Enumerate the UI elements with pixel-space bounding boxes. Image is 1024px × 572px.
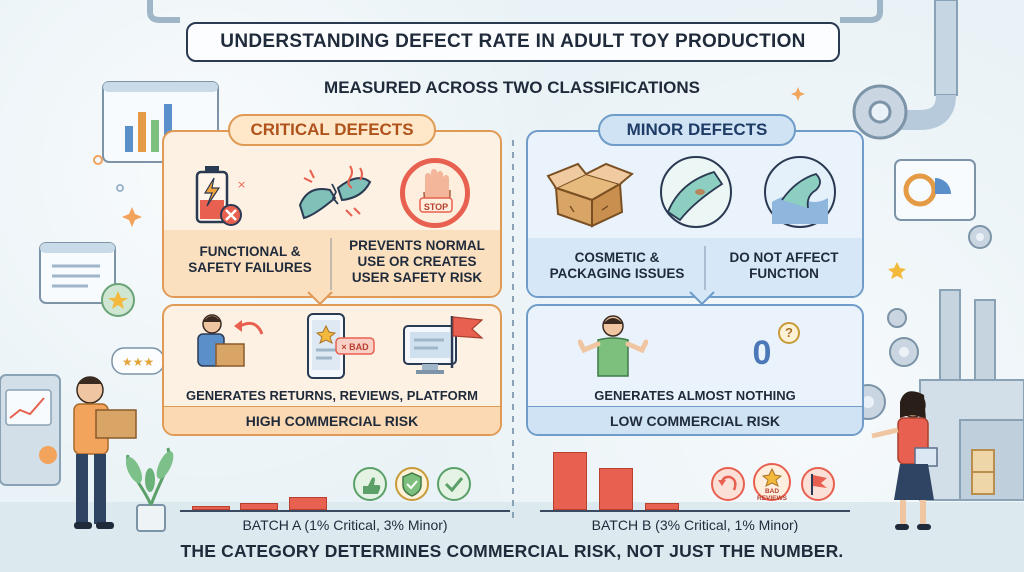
return-box-icon — [197, 314, 264, 367]
svg-text:★★★: ★★★ — [122, 355, 154, 369]
batch-a-label: BATCH A (1% Critical, 3% Minor) — [242, 517, 448, 533]
stop-hand-glyph — [419, 169, 453, 213]
batch-b-icons — [711, 463, 835, 501]
packaging-wave-glyph — [772, 172, 828, 224]
platform-flag-icon — [403, 316, 484, 374]
batch-b-label: BATCH B (3% Critical, 1% Minor) — [591, 517, 799, 533]
gear-icon — [968, 225, 992, 249]
analyst-figure — [871, 391, 938, 530]
minor-divider — [704, 246, 706, 290]
minor-consequence-text: GENERATES ALMOST NOTHING — [594, 388, 796, 403]
minor-defects-heading: MINOR DEFECTS — [598, 114, 796, 146]
zero-value: 0 — [752, 334, 772, 372]
bad-reviews-badge-text: BAD REVIEWS — [757, 488, 787, 502]
minor-label-right: DO NOT AFFECT FUNCTION — [729, 250, 839, 281]
critical-label-band — [164, 230, 500, 296]
stop-sign-text: STOP — [423, 202, 449, 212]
critical-label-left: FUNCTIONAL & SAFETY FAILURES — [188, 244, 312, 275]
gear-icon — [887, 308, 907, 328]
low-commercial-risk-bar: LOW COMMERCIAL RISK — [528, 406, 862, 434]
batch-b-bar-3 — [645, 503, 679, 510]
batch-a-bar-1 — [192, 506, 230, 510]
question-bubble-icon — [778, 322, 800, 344]
batch-b-bar-2 — [599, 468, 633, 510]
critical-defects-heading: CRITICAL DEFECTS — [228, 114, 436, 146]
minor-label-left: COSMETIC & PACKAGING ISSUES — [549, 250, 685, 281]
battery-warning-icon: × — [195, 166, 246, 226]
page-title: UNDERSTANDING DEFECT RATE IN ADULT TOY P… — [186, 22, 840, 62]
batch-a-bar-2 — [240, 503, 278, 510]
gear-icon — [852, 84, 908, 140]
batch-a-bar-3 — [289, 497, 327, 510]
worker-figure — [73, 376, 137, 529]
page-subtitle: MEASURED ACROSS TWO CLASSIFICATIONS — [324, 78, 700, 97]
batch-a-baseline — [180, 510, 510, 512]
bad-tag-text: × BAD — [341, 342, 369, 352]
batch-a-icons — [353, 467, 471, 501]
center-dashed-divider — [512, 140, 514, 520]
critical-label-right: PREVENTS NORMAL USE OR CREATES USER SAFE… — [349, 238, 485, 285]
batch-b-baseline — [540, 510, 850, 512]
svg-text:×: × — [237, 178, 246, 191]
minor-label-band — [528, 238, 862, 296]
footer-statement: THE CATEGORY DETERMINES COMMERCIAL RISK,… — [180, 541, 844, 561]
bad-review-phone-icon — [307, 313, 375, 379]
high-commercial-risk-bar: HIGH COMMERCIAL RISK — [164, 406, 500, 434]
broken-toy-icon — [298, 165, 372, 220]
critical-divider — [330, 238, 332, 290]
damaged-box-icon — [546, 162, 634, 228]
scratch-glyph — [666, 170, 724, 222]
gear-icon — [101, 283, 135, 317]
gear-icon — [889, 337, 919, 367]
batch-b-bar-1 — [553, 452, 587, 510]
question-mark: ? — [785, 325, 793, 340]
shrugging-person-icon — [578, 315, 648, 377]
